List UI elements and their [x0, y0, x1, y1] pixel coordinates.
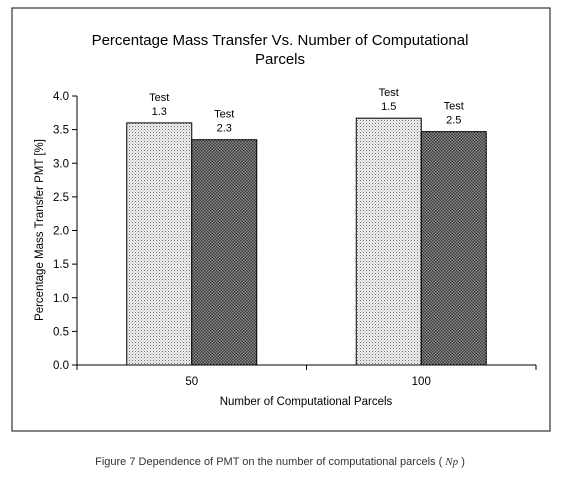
- y-tick-label: 2.0: [53, 226, 69, 238]
- x-axis-label: Number of Computational Parcels: [220, 396, 393, 408]
- bar-data-label: Test: [149, 92, 169, 104]
- y-tick-label: 1.5: [53, 259, 69, 271]
- chart-title-line-1: Percentage Mass Transfer Vs. Number of C…: [92, 32, 469, 49]
- y-tick-label: 0.5: [53, 326, 69, 338]
- bar-data-label: 1.3: [152, 106, 167, 118]
- caption-suffix: ): [458, 456, 465, 468]
- y-axis-label: Percentage Mass Transfer PMT [%]: [34, 139, 46, 321]
- y-tick-label: 3.5: [53, 125, 69, 137]
- bar: [126, 122, 193, 366]
- bar-data-label: 2.5: [446, 115, 461, 127]
- bar: [191, 139, 258, 366]
- caption-symbol: Np: [444, 456, 458, 468]
- x-tick-label: 50: [185, 376, 198, 388]
- bar-data-label: Test: [214, 109, 234, 121]
- bar-data-label: 1.5: [381, 101, 396, 113]
- figure-caption: Figure 7 Dependence of PMT on the number…: [95, 456, 465, 468]
- y-tick-label: 4.0: [53, 91, 69, 103]
- y-tick-label: 1.0: [53, 293, 69, 305]
- caption-text: Figure 7 Dependence of PMT on the number…: [95, 456, 445, 468]
- chart-title-line-2: Parcels: [255, 51, 305, 68]
- bar: [420, 131, 487, 366]
- x-tick-label: 100: [412, 376, 431, 388]
- y-tick-label: 0.0: [53, 360, 69, 372]
- bar-data-label: 2.3: [217, 123, 232, 135]
- bar-data-label: Test: [444, 101, 464, 113]
- y-tick-label: 3.0: [53, 158, 69, 170]
- bar: [355, 117, 422, 366]
- y-tick-label: 2.5: [53, 192, 69, 204]
- bar-data-label: Test: [379, 87, 399, 99]
